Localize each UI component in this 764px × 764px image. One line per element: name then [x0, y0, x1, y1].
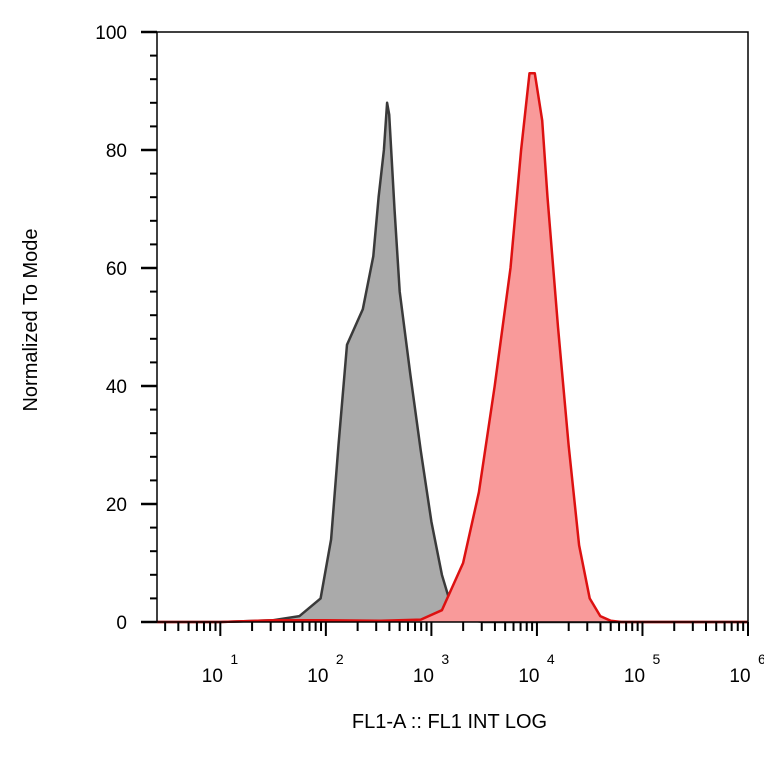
x-tick-label: 10	[413, 666, 434, 687]
y-axis: 0 20 40 60 80 100	[95, 23, 157, 634]
y-tick-label: 80	[106, 141, 127, 162]
series-2-line	[157, 72, 748, 624]
x-tick-label: 10	[624, 666, 645, 687]
x-tick-label: 10	[518, 666, 539, 687]
x-tick-label: 10	[202, 666, 223, 687]
x-tick-exponent: 1	[230, 651, 238, 667]
y-axis-title: Normalized To Mode	[20, 228, 42, 411]
x-tick-exponent: 2	[336, 651, 344, 667]
plot-frame	[156, 31, 749, 623]
y-tick-label: 0	[116, 613, 127, 634]
y-tick-label: 40	[106, 377, 127, 398]
x-axis: 10 1 10 2 10 3 10 4 10 5 10 6	[164, 622, 764, 687]
x-axis-title: FL1-A :: FL1 INT LOG	[352, 711, 547, 733]
x-tick-label: 10	[307, 666, 328, 687]
y-tick-label: 20	[106, 495, 127, 516]
x-tick-exponent: 6	[758, 651, 764, 667]
y-tick-label: 60	[106, 259, 127, 280]
x-tick-exponent: 3	[441, 651, 449, 667]
x-tick-exponent: 5	[652, 651, 660, 667]
y-tick-label: 100	[95, 23, 127, 44]
series-layer	[157, 72, 748, 624]
x-tick-exponent: 4	[547, 651, 555, 667]
x-tick-label: 10	[729, 666, 750, 687]
